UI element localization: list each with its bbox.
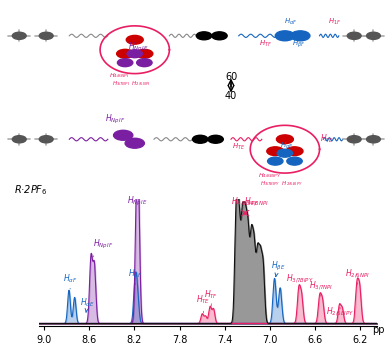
Circle shape [192, 135, 208, 143]
Text: $H_{\alpha E}$: $H_{\alpha E}$ [280, 141, 294, 151]
Circle shape [126, 35, 143, 44]
Circle shape [276, 135, 293, 144]
Text: $H_{4/8NPI}$: $H_{4/8NPI}$ [109, 72, 130, 81]
Text: $H_{3/7BIPY}$: $H_{3/7BIPY}$ [286, 272, 313, 289]
Circle shape [39, 136, 53, 143]
Circle shape [267, 147, 284, 156]
Circle shape [117, 59, 133, 67]
Text: $H_{3/7BIPY}$  $H_{2/6BIPY}$: $H_{3/7BIPY}$ $H_{2/6BIPY}$ [259, 180, 303, 188]
Circle shape [268, 157, 283, 165]
Text: $H_{TE}$: $H_{TE}$ [320, 132, 335, 145]
Text: $H_{4/8BIPY}$: $H_{4/8BIPY}$ [231, 196, 259, 209]
Text: $H_{NpI}$$_F$: $H_{NpI}$$_F$ [93, 238, 113, 257]
Text: $H_{4/8NPI}$: $H_{4/8NPI}$ [244, 196, 269, 209]
Circle shape [125, 138, 144, 148]
Circle shape [367, 136, 380, 143]
Circle shape [127, 50, 142, 58]
Circle shape [196, 32, 212, 40]
Circle shape [12, 136, 26, 143]
Text: $H_{NpI}$$_E$: $H_{NpI}$$_E$ [127, 195, 147, 209]
Text: 40: 40 [225, 92, 237, 102]
Text: 60: 60 [225, 72, 237, 82]
Text: $H_{\beta F}$: $H_{\beta F}$ [292, 38, 305, 50]
Text: $H_{3/7NPI}$  $H_{2/6NPI}$: $H_{3/7NPI}$ $H_{2/6NPI}$ [112, 80, 150, 88]
Text: $H_{3/7NPI}$: $H_{3/7NPI}$ [309, 279, 333, 296]
Circle shape [347, 32, 361, 39]
Circle shape [277, 149, 293, 157]
Text: $H_{2/6NPI}$: $H_{2/6NPI}$ [345, 267, 370, 284]
Circle shape [291, 31, 310, 41]
Circle shape [137, 59, 152, 67]
Circle shape [212, 32, 227, 40]
Text: $H_{\beta E}$: $H_{\beta E}$ [278, 149, 291, 161]
Text: $H_{1F}$: $H_{1F}$ [328, 17, 341, 27]
Circle shape [286, 147, 303, 156]
Text: $H_{\beta F}$: $H_{\beta F}$ [129, 268, 143, 284]
Circle shape [347, 136, 361, 143]
Text: $H_{TE}$: $H_{TE}$ [232, 142, 245, 152]
Text: ppm: ppm [372, 325, 385, 335]
Circle shape [12, 32, 26, 39]
Text: $H_{NpI}$$_F$: $H_{NpI}$$_F$ [105, 113, 126, 126]
Circle shape [114, 130, 133, 140]
Text: $H_{NpI}$$_E$: $H_{NpI}$$_E$ [128, 41, 149, 54]
Circle shape [117, 49, 134, 58]
Circle shape [367, 32, 380, 39]
Text: $H_{\alpha F}$: $H_{\alpha F}$ [284, 17, 297, 27]
Text: $H_{2/6BIPY}$: $H_{2/6BIPY}$ [326, 305, 354, 318]
Circle shape [287, 157, 302, 165]
Text: R·2PF$_6$: R·2PF$_6$ [14, 183, 48, 197]
Text: $H_{\alpha F}$: $H_{\alpha F}$ [63, 273, 77, 289]
Circle shape [136, 49, 153, 58]
Circle shape [39, 32, 53, 39]
Text: $H_{4/8BIPY}$: $H_{4/8BIPY}$ [258, 172, 281, 180]
Text: $H_{TE}$: $H_{TE}$ [196, 293, 211, 313]
Text: $H_{TF}$: $H_{TF}$ [204, 288, 218, 306]
Circle shape [275, 31, 295, 41]
Text: $H_{TF}$: $H_{TF}$ [259, 39, 272, 49]
Text: $H_{\beta E}$: $H_{\beta E}$ [271, 260, 285, 276]
Text: $H_{\alpha E}$: $H_{\alpha E}$ [80, 297, 95, 312]
Circle shape [208, 135, 223, 143]
